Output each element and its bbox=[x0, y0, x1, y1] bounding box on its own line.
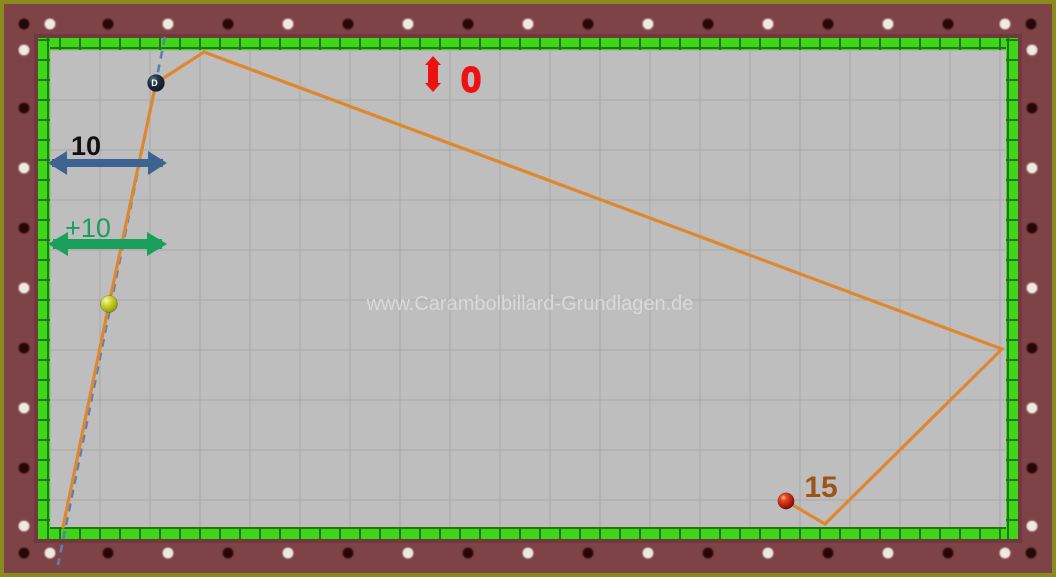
svg-text:15: 15 bbox=[804, 471, 837, 504]
svg-text:www.Carambolbillard-Grundlagen: www.Carambolbillard-Grundlagen.de bbox=[366, 293, 694, 315]
svg-text:0: 0 bbox=[462, 61, 480, 98]
svg-text:D: D bbox=[151, 78, 158, 88]
svg-text:10: 10 bbox=[71, 131, 101, 161]
svg-text:+10: +10 bbox=[65, 213, 111, 243]
